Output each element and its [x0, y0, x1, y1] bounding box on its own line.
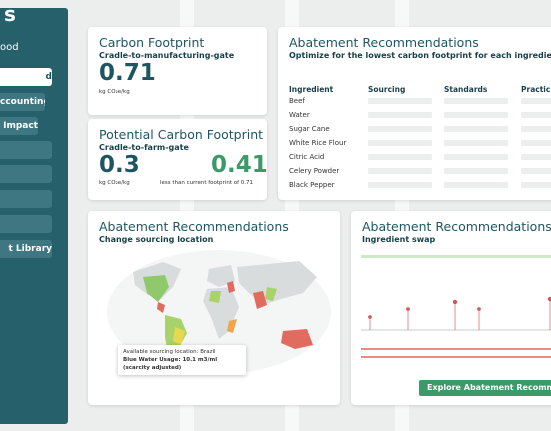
nav-item[interactable]: d	[0, 68, 52, 86]
logo: s	[4, 2, 16, 26]
nav-item[interactable]	[0, 215, 52, 233]
placeholder-cell	[521, 182, 551, 188]
ingredient-name: Citric Acid	[289, 153, 325, 161]
nav-item[interactable]: ccounting	[0, 93, 45, 111]
ingredient-name: Celery Powder	[289, 167, 340, 175]
card-subtitle: Change sourcing location	[99, 235, 214, 244]
placeholder-cell	[444, 182, 508, 188]
ingredient-swap-card: Abatement Recommendations Ingredient swa…	[351, 211, 551, 405]
placeholder-cell	[444, 168, 508, 174]
placeholder-cell	[521, 126, 551, 132]
card-subtitle: Cradle-to-manufacturing-gate	[99, 51, 235, 60]
potential-unit: kg CO₂e/kg	[99, 180, 130, 186]
map-land	[209, 291, 221, 303]
placeholder-cell	[368, 154, 432, 160]
card-title: Abatement Recommendations	[289, 35, 479, 50]
explore-button[interactable]: Explore Abatement Recommen	[419, 380, 551, 396]
placeholder-cell	[368, 126, 432, 132]
chart-band	[361, 255, 551, 258]
placeholder-cell	[444, 126, 508, 132]
carbon-footprint-card: Carbon Footprint Cradle-to-manufacturing…	[88, 27, 267, 115]
placeholder-cell	[444, 112, 508, 118]
reduction-value: 0.41	[211, 152, 267, 178]
column-header: Practic	[521, 85, 551, 94]
placeholder-cell	[444, 154, 508, 160]
ingredient-name: Beef	[289, 97, 305, 105]
placeholder-cell	[521, 98, 551, 104]
placeholder-cell	[368, 98, 432, 104]
card-title: Potential Carbon Footprint	[99, 127, 264, 142]
abatement-table-card: Abatement Recommendations Optimize for t…	[278, 27, 551, 200]
map-land	[157, 302, 165, 313]
card-subtitle: Optimize for the lowest carbon footprint…	[289, 51, 551, 60]
map-land	[173, 327, 185, 345]
tooltip-water: Blue Water Usage: 10.1 m3/ml (scarcity a…	[123, 357, 218, 371]
placeholder-cell	[368, 182, 432, 188]
chart-bar	[361, 348, 551, 350]
map-land	[207, 265, 235, 287]
nav-item[interactable]	[0, 165, 52, 183]
placeholder-cell	[368, 140, 432, 146]
card-title: Abatement Recommendations	[99, 219, 289, 234]
reduction-note: less than current footprint of 0.71	[160, 180, 254, 186]
tooltip-location: Available sourcing location: Brazil	[123, 349, 216, 355]
card-title: Carbon Footprint	[99, 35, 205, 50]
lollipops	[368, 296, 551, 330]
placeholder-cell	[521, 112, 551, 118]
placeholder-cell	[521, 168, 551, 174]
placeholder-cell	[368, 168, 432, 174]
sourcing-map-card: Abatement Recommendations Change sourcin…	[88, 211, 340, 405]
footprint-value: 0.71	[99, 60, 156, 86]
nav-item[interactable]: Impact	[0, 117, 38, 135]
column-header: Standards	[444, 85, 488, 94]
chart-bar	[361, 356, 551, 358]
swap-chart	[361, 255, 551, 358]
card-subtitle: Cradle-to-farm-gate	[99, 143, 189, 152]
ingredient-name: Water	[289, 111, 310, 119]
potential-footprint-card: Potential Carbon Footprint Cradle-to-far…	[88, 119, 267, 200]
card-subtitle: Ingredient swap	[362, 235, 436, 244]
column-header: Ingredient	[289, 85, 334, 94]
placeholder-cell	[368, 112, 432, 118]
placeholder-cell	[444, 140, 508, 146]
nav-item[interactable]	[0, 141, 52, 159]
footprint-unit: kg CO₂e/kg	[99, 89, 130, 95]
ingredient-name: Sugar Cane	[289, 125, 330, 133]
ingredient-name: Black Pepper	[289, 181, 335, 189]
map-land	[227, 281, 235, 293]
map-land	[227, 319, 237, 333]
nav-item[interactable]	[0, 190, 52, 208]
potential-value: 0.3	[99, 152, 140, 178]
placeholder-cell	[444, 98, 508, 104]
map-land	[265, 287, 277, 301]
placeholder-cell	[521, 140, 551, 146]
nav-item[interactable]: t Library	[0, 240, 52, 258]
logo-sub: ood	[0, 42, 19, 53]
map-land	[143, 275, 169, 302]
sidebar: s ood d ccounting Impact t Library	[0, 2, 68, 424]
column-header: Sourcing	[368, 85, 406, 94]
placeholder-cell	[521, 154, 551, 160]
card-title: Abatement Recommendations	[362, 219, 551, 234]
map-tooltip: Available sourcing location: Brazil Blue…	[118, 345, 246, 375]
map-land	[281, 329, 313, 349]
ingredient-name: White Rice Flour	[289, 139, 347, 147]
map-land	[253, 291, 267, 309]
